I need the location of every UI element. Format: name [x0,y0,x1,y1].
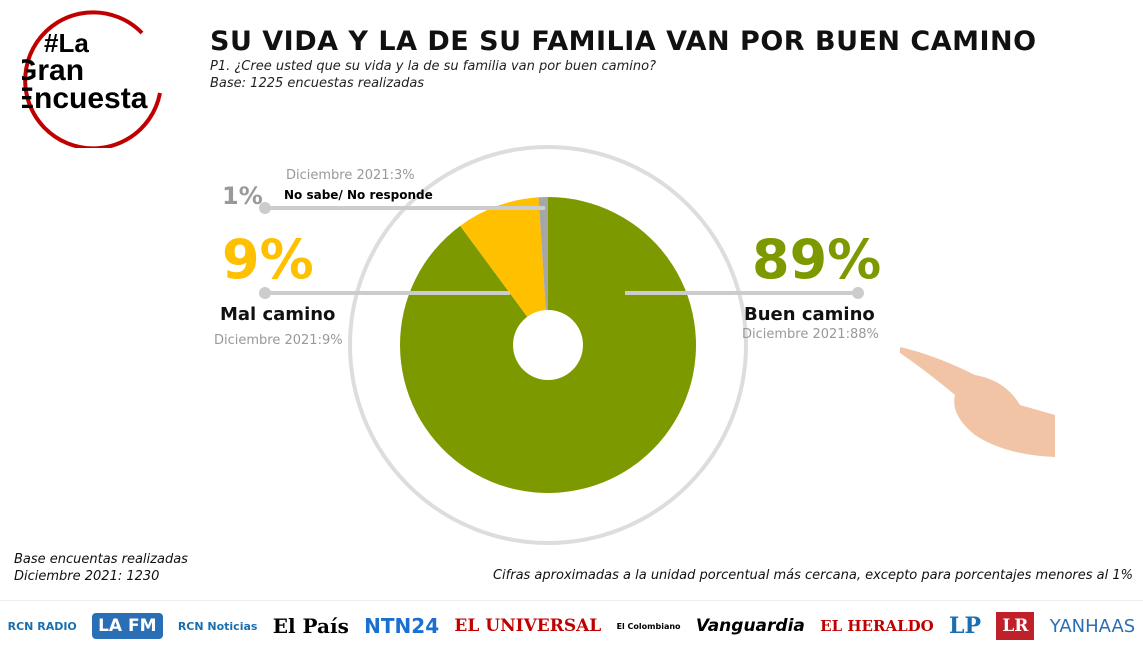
buen-previous: Diciembre 2021:88% [742,327,879,342]
logo-lp: LP [949,613,982,639]
logo-la-fm: LA FM [92,613,163,639]
logo-rcn-radio: RCN RADIO [7,619,77,633]
nsnr-label: No sabe/ No responde [284,188,433,202]
logo-el-heraldo: EL HERALDO [820,617,934,635]
footer-base-line1: Base encuentas realizadas [14,552,188,567]
base-text: Base: 1225 encuestas realizadas [210,76,425,91]
logo-yanhaas: YANHAAS [1049,615,1136,637]
mal-previous: Diciembre 2021:9% [214,333,343,348]
logo-ntn24: NTN24 [364,614,440,638]
buen-label: Buen camino [744,304,875,325]
pointing-hand-image [900,347,1055,457]
svg-text:Gran: Gran [22,54,84,87]
svg-text:Encuesta: Encuesta [22,82,148,115]
logo-lr: LR [996,612,1035,640]
mal-label: Mal camino [220,304,336,325]
donut-hole [513,310,583,380]
logo-el-pais: El País [272,614,349,638]
media-logos-bar: RCN RADIO LA FM RCN Noticias El País NTN… [0,600,1143,651]
footer-base-line2: Diciembre 2021: 1230 [14,569,160,584]
question-text: P1. ¿Cree usted que su vida y la de su f… [210,59,656,74]
logo-el-colombiano: El Colombiano [616,621,681,631]
logo-rcn-noticias: RCN Noticias [177,619,258,633]
nsnr-previous: Diciembre 2021:3% [286,168,415,183]
svg-text:#La: #La [44,28,89,58]
nsnr-value: 1% [222,182,263,210]
slice-no-sabe-no-responde [538,197,548,345]
logo-vanguardia: Vanguardia [695,616,805,636]
slice-mal-camino [460,197,548,345]
la-gran-encuesta-logo: #La Gran Encuesta [22,10,162,148]
footer-note: Cifras aproximadas a la unidad porcentua… [492,568,1133,583]
mal-value: 9% [222,228,314,291]
logo-el-universal: EL UNIVERSAL [454,616,602,636]
page-title: SU VIDA Y LA DE SU FAMILIA VAN POR BUEN … [210,26,1037,57]
donut-chart [259,145,864,545]
buen-value: 89% [752,228,882,291]
